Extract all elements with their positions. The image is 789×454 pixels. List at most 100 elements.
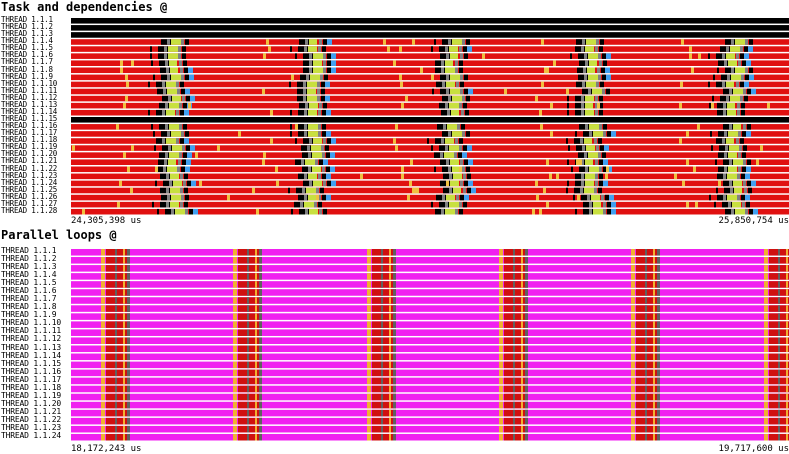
sync-state <box>535 95 538 102</box>
idle-state <box>442 131 452 137</box>
other-state <box>723 102 726 109</box>
sync-state <box>256 208 259 215</box>
scheduling-state <box>187 152 192 158</box>
thread-label: THREAD 1.1.17 <box>1 128 58 138</box>
sync-state <box>521 289 523 296</box>
other-state <box>525 401 528 409</box>
sync-state <box>499 257 503 264</box>
other-state <box>167 131 170 137</box>
loop-state <box>71 265 789 272</box>
thread-label: THREAD 1.1.7 <box>1 57 53 67</box>
idle-state <box>718 152 728 158</box>
other-state <box>259 321 262 328</box>
sync-state <box>786 425 788 433</box>
sync-state <box>521 297 523 304</box>
other-state <box>303 95 306 102</box>
other-state <box>585 166 588 173</box>
other-state <box>778 425 780 433</box>
sync-state <box>499 305 503 312</box>
other-state <box>393 417 396 425</box>
running-state <box>106 265 130 272</box>
thread-label: THREAD 1.1.22 <box>1 163 58 173</box>
running-state <box>106 345 130 353</box>
other-state <box>115 369 117 377</box>
other-state <box>525 385 528 393</box>
sync-state <box>101 393 105 401</box>
dependency-state <box>589 166 599 173</box>
other-state <box>381 305 383 312</box>
other-state <box>247 313 249 320</box>
sync-state <box>233 425 237 433</box>
sync-state <box>270 138 273 144</box>
other-state <box>581 159 584 165</box>
running-state <box>372 377 396 385</box>
thread-label: THREAD 1.1.5 <box>1 278 57 288</box>
idle-state <box>160 67 170 74</box>
sync-state <box>653 393 655 401</box>
other-state <box>446 88 449 95</box>
sync-state <box>195 152 198 158</box>
sync-state <box>786 409 788 417</box>
sync-state <box>631 313 635 320</box>
other-state <box>736 81 739 88</box>
timeline-canvas[interactable] <box>71 17 789 215</box>
running-state <box>372 417 396 425</box>
other-state <box>127 337 130 344</box>
sync-state <box>631 361 635 369</box>
idle-state <box>716 187 718 194</box>
other-state <box>259 353 262 361</box>
task-dependencies-panel: Task and dependencies @ THREAD 1.1.1 THRE… <box>1 0 789 226</box>
other-state <box>259 289 262 296</box>
dependency-state <box>307 81 319 88</box>
other-state <box>381 385 383 393</box>
other-state <box>525 337 528 344</box>
other-state <box>445 201 448 208</box>
sync-state <box>367 417 371 425</box>
other-state <box>741 74 744 81</box>
running-state <box>372 257 396 264</box>
sync-state <box>695 201 698 208</box>
dependency-state <box>175 208 186 215</box>
idle-state <box>298 46 308 52</box>
other-state <box>381 289 383 296</box>
scheduling-state <box>609 194 614 201</box>
sync-state <box>268 46 271 52</box>
idle-state <box>581 194 591 201</box>
sync-state <box>389 417 391 425</box>
sync-state <box>367 425 371 433</box>
idle-state <box>442 166 452 173</box>
other-state <box>525 345 528 353</box>
sync-state <box>764 385 768 393</box>
sync-state <box>255 265 257 272</box>
dependency-state <box>450 74 461 81</box>
timeline-canvas[interactable] <box>71 248 789 441</box>
idle-state <box>165 208 175 215</box>
idle-state <box>566 138 568 144</box>
other-state <box>645 409 647 417</box>
idle-state <box>747 180 751 187</box>
other-state <box>247 305 249 312</box>
idle-state <box>322 124 326 130</box>
other-state <box>115 433 117 441</box>
other-state <box>115 329 117 336</box>
loop-state <box>71 273 789 280</box>
other-state <box>525 249 528 256</box>
running-state <box>372 249 396 256</box>
dependency-state <box>735 208 746 215</box>
scheduling-state <box>189 74 194 81</box>
other-state <box>459 102 462 109</box>
sync-state <box>367 249 371 256</box>
other-state <box>259 257 262 264</box>
scheduling-state <box>190 145 195 151</box>
sync-state <box>786 393 788 401</box>
idle-state <box>290 109 292 116</box>
other-state <box>321 145 324 151</box>
running-state <box>238 417 262 425</box>
idle-state <box>322 131 326 137</box>
other-state <box>457 124 460 130</box>
idle-state <box>303 53 313 59</box>
sync-state <box>653 249 655 256</box>
other-state <box>603 131 606 137</box>
other-state <box>596 145 599 151</box>
idle-state <box>466 39 470 45</box>
